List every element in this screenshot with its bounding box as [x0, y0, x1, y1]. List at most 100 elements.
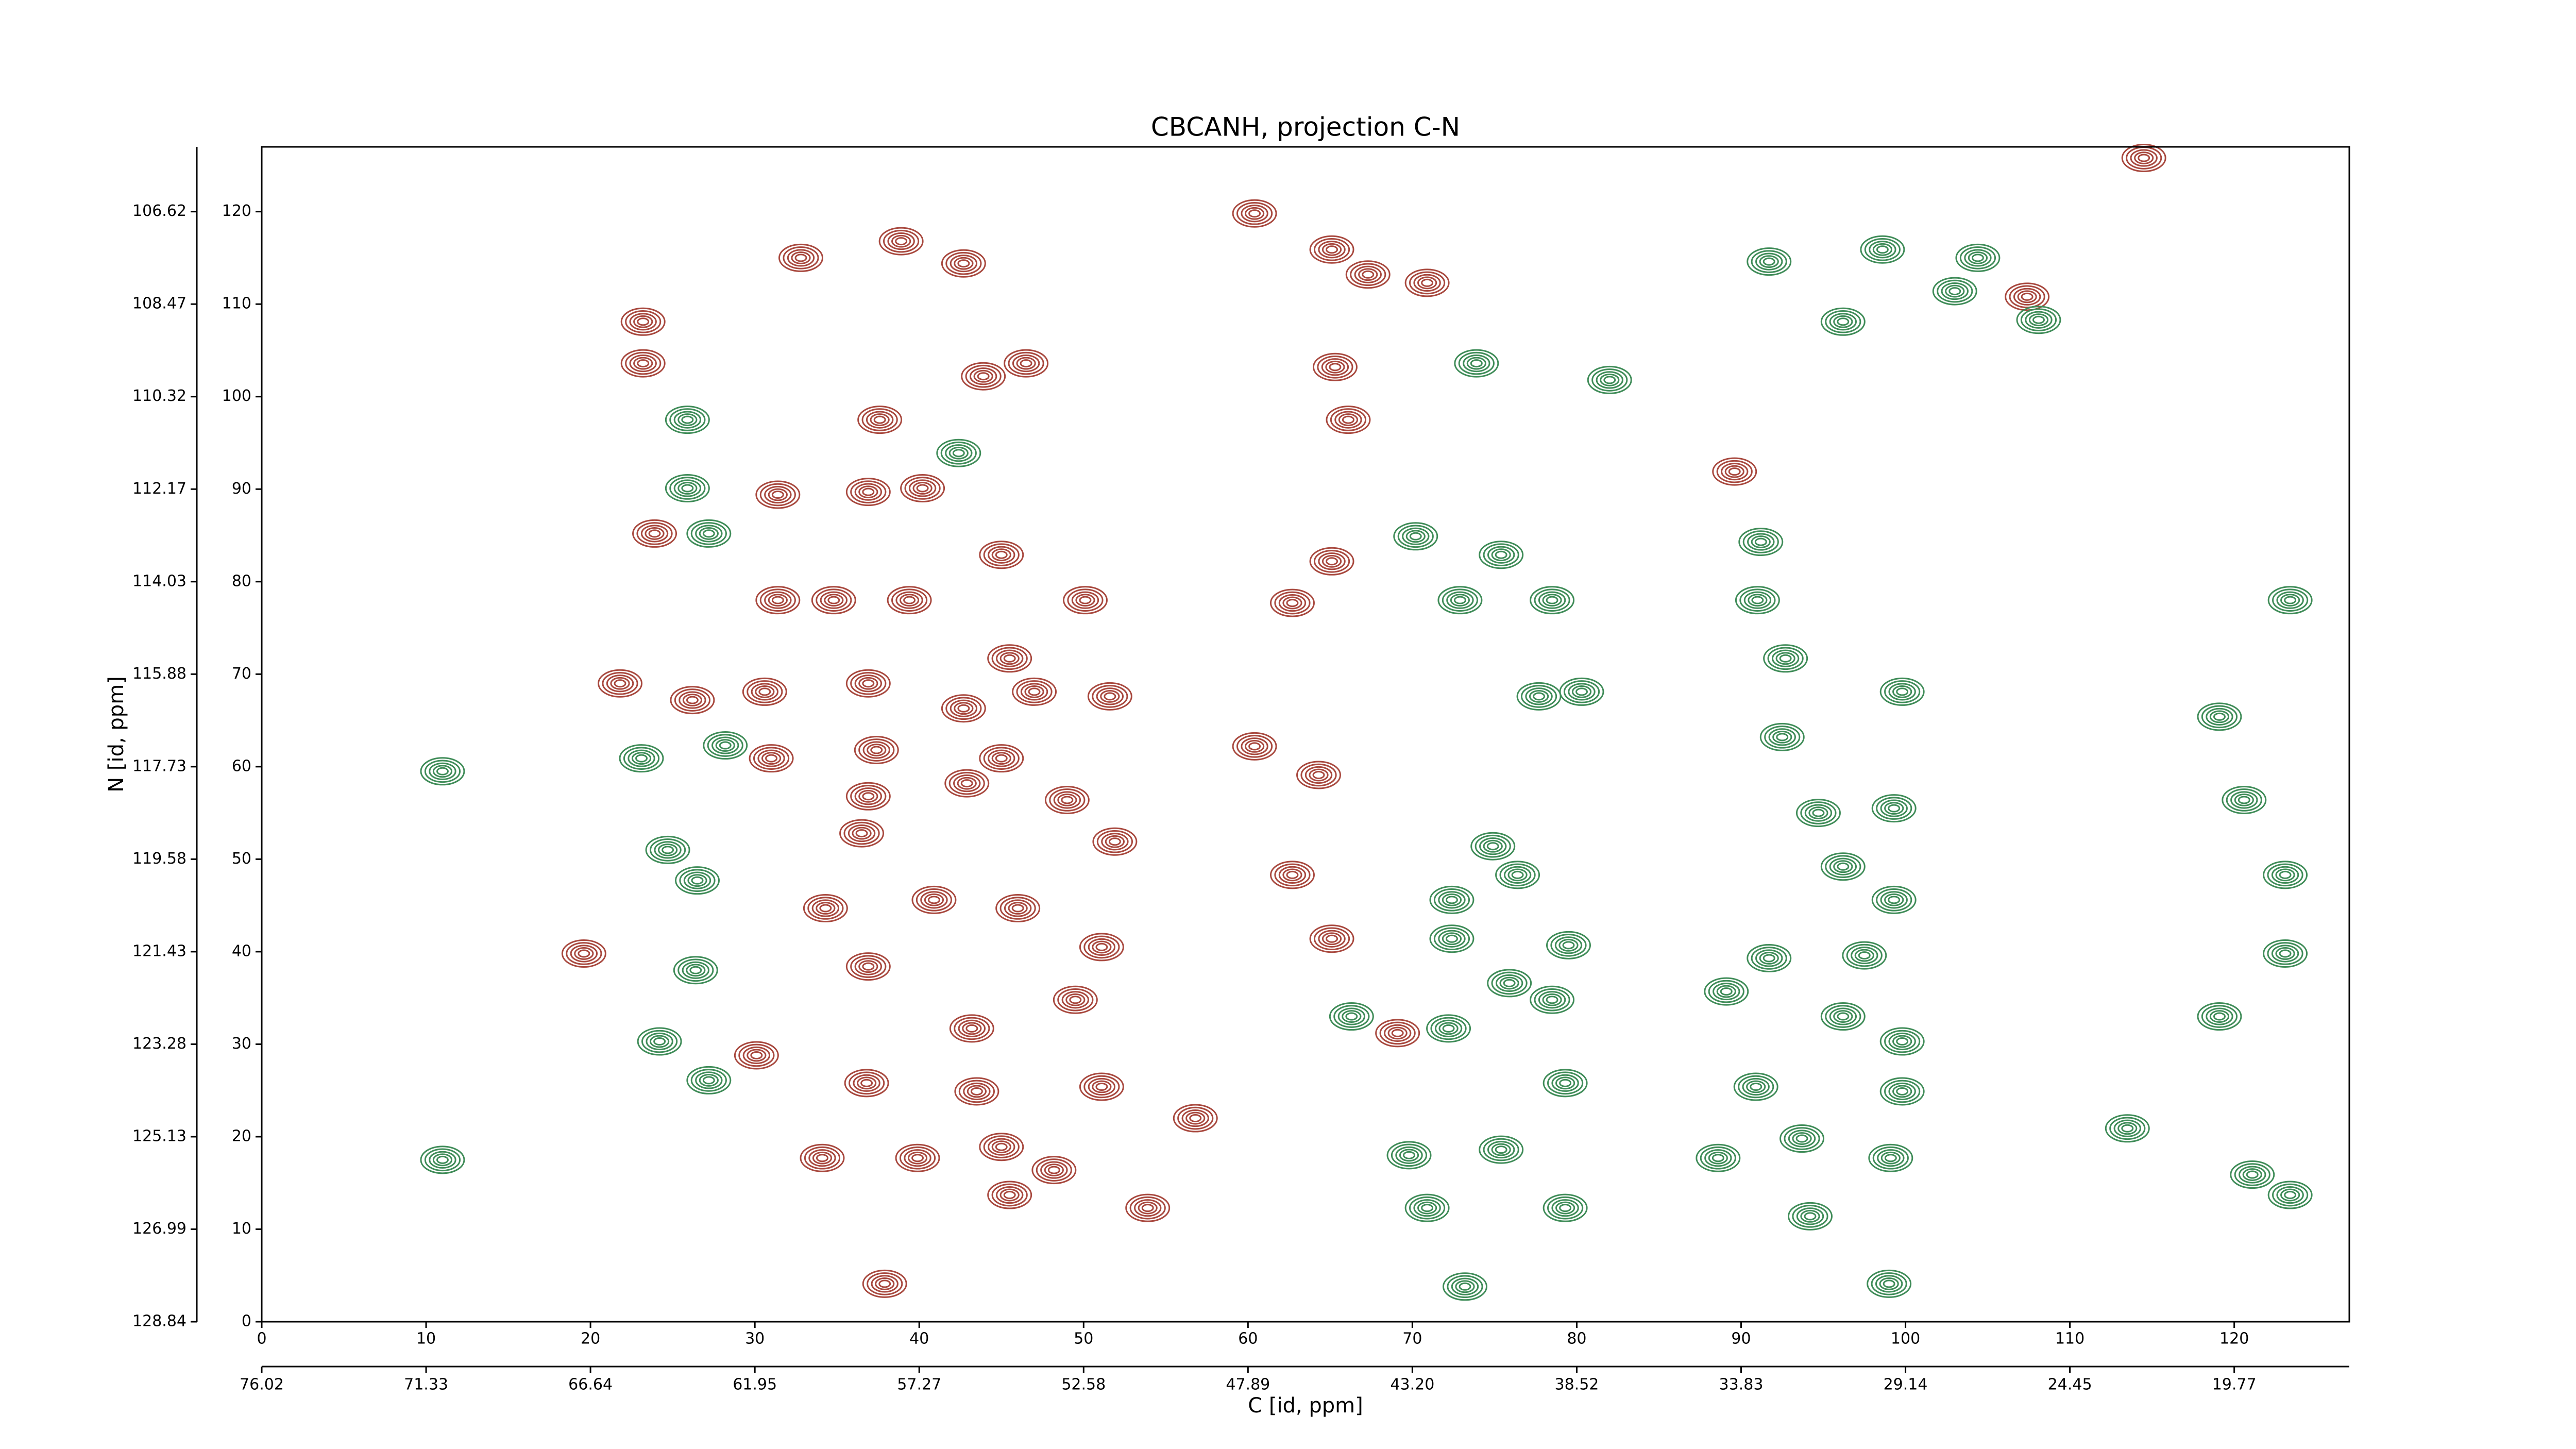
contour-ring	[1047, 1166, 1060, 1174]
contour-ring	[1403, 1151, 1416, 1159]
contour-ring	[1879, 1027, 1925, 1056]
contour-ring	[2276, 591, 2304, 609]
contour-ring	[2267, 942, 2303, 965]
contour-ring	[1708, 980, 1744, 1003]
contour-ring	[1079, 1072, 1124, 1101]
contour-ring	[940, 441, 977, 465]
contour-ring	[1092, 940, 1112, 954]
contour-ring	[891, 234, 911, 248]
contour-ring	[1044, 1164, 1064, 1176]
contour-ring	[1286, 599, 1299, 608]
contour-ring	[1559, 1079, 1572, 1087]
contour-ring	[1775, 652, 1795, 665]
contour-ring	[1587, 365, 1632, 394]
contour-ring	[1129, 1196, 1166, 1220]
peak	[1079, 1072, 1124, 1101]
contour-ring	[1342, 1010, 1362, 1023]
peak	[674, 866, 720, 895]
contour-ring	[574, 947, 594, 960]
contour-ring	[1108, 837, 1121, 846]
peak	[1232, 199, 1277, 228]
x-tick-label: 100	[1891, 1330, 1920, 1348]
peak	[1487, 969, 1532, 998]
contour-ring	[1530, 586, 1575, 615]
contour-ring	[1004, 349, 1049, 378]
contour-ring	[2230, 1160, 2275, 1189]
contour-ring	[1434, 1019, 1463, 1037]
x-tick-label: 80	[1567, 1330, 1586, 1348]
contour-ring	[991, 1183, 1028, 1207]
contour-ring	[1065, 993, 1086, 1006]
contour-ring	[695, 1071, 723, 1089]
contour-ring	[1864, 238, 1901, 261]
peak	[1842, 941, 1887, 970]
contour-ring	[1829, 313, 1857, 331]
contour-ring	[1044, 785, 1090, 814]
contour-ring	[719, 741, 732, 750]
contour-ring	[1884, 802, 1904, 815]
contour-ring	[673, 411, 702, 429]
contour-ring	[1867, 1269, 1912, 1298]
contour-ring	[862, 1269, 907, 1298]
contour-ring	[635, 754, 648, 763]
contour-ring	[695, 525, 723, 543]
contour-ring	[1884, 680, 1921, 703]
y-tick-label: 110	[222, 295, 251, 313]
contour-ring	[1312, 352, 1358, 381]
contour-ring	[1095, 1083, 1108, 1091]
contour-ring	[904, 1149, 931, 1167]
contour-ring	[2009, 285, 2045, 309]
contour-ring	[960, 779, 973, 788]
contour-ring	[1008, 351, 1044, 375]
contour-ring	[1100, 689, 1120, 703]
contour-ring	[1421, 278, 1434, 287]
peak	[941, 249, 986, 278]
peak	[620, 349, 666, 378]
contour-ring	[1854, 949, 1874, 962]
contour-ring	[2105, 1114, 2150, 1143]
contour-ring	[1318, 552, 1346, 570]
contour-ring	[1820, 852, 1866, 881]
contour-ring	[791, 251, 811, 264]
peak	[1309, 924, 1354, 953]
contour-ring	[787, 249, 815, 267]
contour-ring	[1968, 251, 1988, 264]
peak	[811, 586, 856, 615]
contour-ring	[862, 487, 875, 496]
contour-ring	[1459, 1282, 1471, 1291]
contour-ring	[1020, 683, 1048, 701]
contour-ring	[1383, 1024, 1412, 1042]
contour-ring	[1479, 541, 1524, 569]
peak	[1345, 260, 1391, 289]
peak	[1587, 365, 1632, 394]
contour-ring	[1499, 863, 1536, 887]
plot-frame	[261, 146, 2350, 1323]
contour-ring	[1837, 317, 1850, 326]
contour-ring	[870, 746, 883, 754]
contour-ring	[1551, 1074, 1579, 1092]
contour-ring	[1079, 933, 1124, 962]
contour-ring	[1053, 791, 1081, 809]
peak	[1012, 677, 1057, 706]
peak	[1393, 522, 1438, 551]
contour-ring	[1720, 987, 1733, 996]
contour-ring	[1871, 1272, 1907, 1295]
peak	[1479, 541, 1524, 569]
contour-ring	[677, 413, 698, 427]
contour-ring	[1833, 860, 1853, 873]
contour-ring	[1079, 596, 1092, 604]
contour-ring	[904, 477, 941, 500]
contour-ring	[1511, 870, 1524, 879]
contour-ring	[2238, 796, 2250, 804]
contour-ring	[850, 784, 887, 808]
contour-ring	[2284, 1191, 2297, 1200]
contour-ring	[983, 543, 1020, 567]
x2-tick-label: 76.02	[240, 1376, 284, 1394]
peak	[2230, 1160, 2275, 1189]
peak	[2263, 861, 2308, 889]
contour-ring	[827, 596, 840, 604]
y-tick-label: 0	[242, 1312, 251, 1330]
contour-ring	[620, 349, 666, 378]
peak	[637, 1027, 682, 1056]
contour-ring	[1858, 951, 1871, 960]
